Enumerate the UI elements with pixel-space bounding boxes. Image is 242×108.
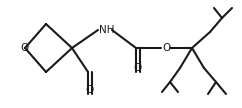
Text: NH: NH (99, 25, 114, 35)
Text: O: O (162, 43, 170, 53)
Text: O: O (133, 63, 142, 73)
Text: O: O (20, 43, 28, 53)
Text: O: O (85, 85, 94, 95)
